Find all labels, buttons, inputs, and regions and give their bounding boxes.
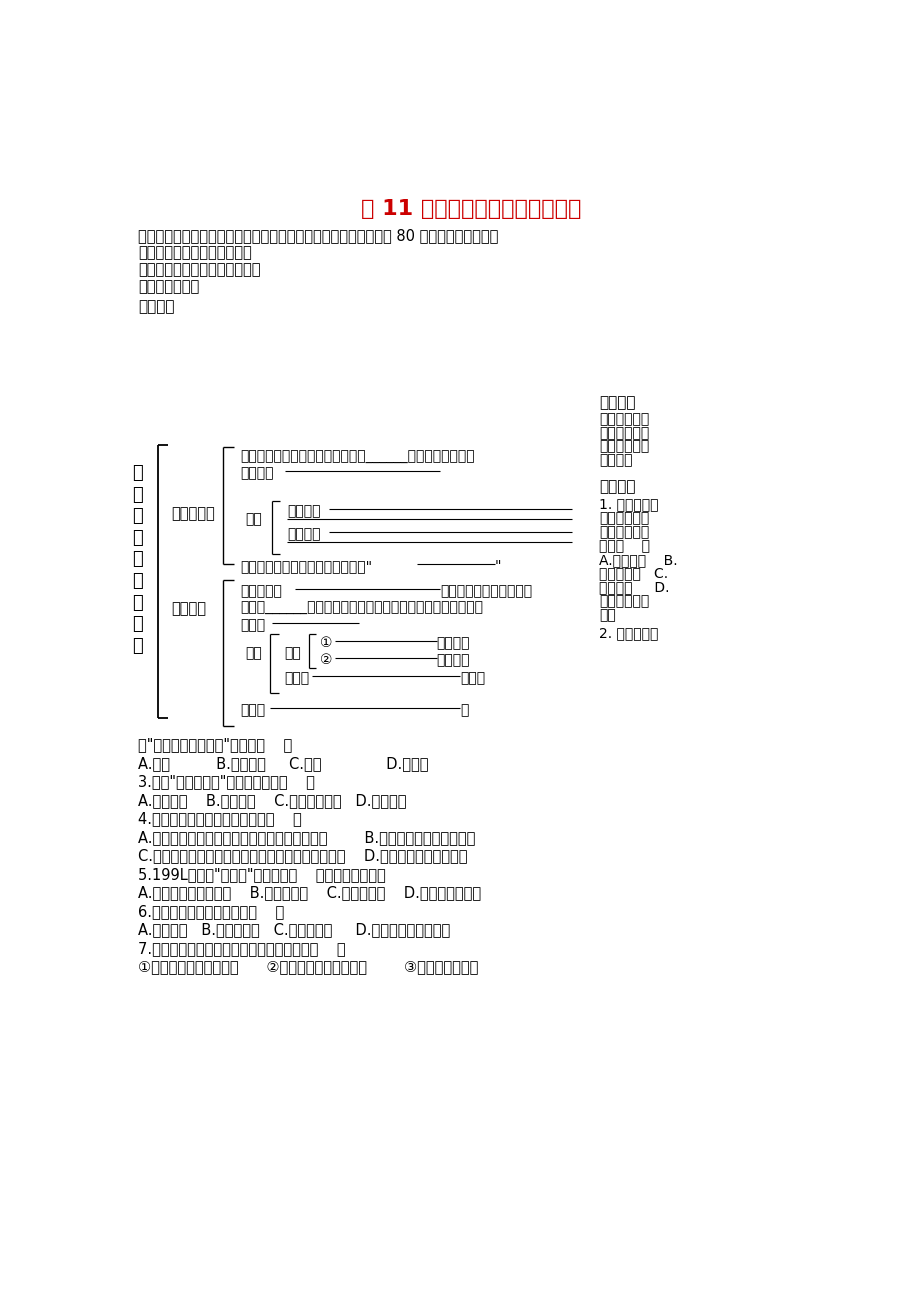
Text: ②: ② bbox=[320, 652, 333, 667]
Text: 。: 。 bbox=[460, 703, 468, 717]
Text: 1. 在东欧社会: 1. 在东欧社会 bbox=[598, 497, 658, 512]
Text: 家: 家 bbox=[132, 615, 142, 633]
Text: 2. 曾一度被誉: 2. 曾一度被誉 bbox=[598, 626, 658, 641]
Text: A.中国改革    B.: A.中国改革 B. bbox=[598, 553, 677, 566]
Text: 分裂: 分裂 bbox=[284, 646, 301, 660]
Text: 东欧剧变是东: 东欧剧变是东 bbox=[598, 411, 649, 426]
Text: 取得显著成就: 取得显著成就 bbox=[598, 525, 649, 539]
Text: 4.发生东欧剧变的最主要原因是（    ）: 4.发生东欧剧变的最主要原因是（ ） bbox=[138, 811, 301, 827]
Text: 措施: 措施 bbox=[245, 512, 262, 526]
Text: C.各东欧国经济每况愈下，人民生活水平大幅度下降    D.人们要求克服个人崇拜: C.各东欧国经济每况愈下，人民生活水平大幅度下降 D.人们要求克服个人崇拜 bbox=[138, 849, 467, 863]
Text: ①: ① bbox=[320, 635, 333, 650]
Text: A.更改国名   B.改变领导人   C.改变执政党     D.社会制度的根本改变: A.更改国名 B.改变领导人 C.改变执政党 D.社会制度的根本改变 bbox=[138, 922, 450, 937]
Text: 7.苏联解体和东欧剧变给我们的深刻教训有（    ）: 7.苏联解体和东欧剧变给我们的深刻教训有（ ） bbox=[138, 941, 346, 956]
Text: 国: 国 bbox=[132, 594, 142, 612]
Text: 统一。: 统一。 bbox=[460, 672, 484, 685]
Text: ①没有以经济建设为中心      ②没有坚持共产党的领导        ③没有与苏联结盟: ①没有以经济建设为中心 ②没有坚持共产党的领导 ③没有与苏联结盟 bbox=[138, 960, 478, 974]
Text: 二、学习重点：匈牙利的改革: 二、学习重点：匈牙利的改革 bbox=[138, 245, 252, 260]
Text: 东: 东 bbox=[132, 465, 142, 482]
Text: 三、学习难点：东欧剧变的原因: 三、学习难点：东欧剧变的原因 bbox=[138, 262, 260, 277]
Text: 理解巩固: 理解巩固 bbox=[598, 479, 635, 495]
Text: 必然吗？请说: 必然吗？请说 bbox=[598, 440, 649, 453]
Text: 概况: 概况 bbox=[245, 646, 262, 660]
Text: 经济上：: 经济上： bbox=[287, 527, 320, 542]
Text: 政治上：: 政治上： bbox=[287, 504, 320, 518]
Text: 一分为五: 一分为五 bbox=[437, 635, 470, 650]
Text: 探究释疑: 探究释疑 bbox=[598, 395, 635, 410]
Text: 5.199L年随着"柏林墙"的倒塌，（    ）两国实现了统一: 5.199L年随着"柏林墙"的倒塌，（ ）两国实现了统一 bbox=[138, 867, 386, 881]
Text: 结果：卓有成效，使匈牙利被誉为": 结果：卓有成效，使匈牙利被誉为" bbox=[240, 559, 372, 573]
Text: 的: 的 bbox=[132, 637, 142, 655]
Text: 领导人：: 领导人： bbox=[240, 466, 274, 480]
Text: 一分为二: 一分为二 bbox=[437, 652, 470, 667]
Text: 的是（    ）: 的是（ ） bbox=[598, 539, 650, 553]
Text: 统一：: 统一： bbox=[284, 672, 309, 685]
Text: 四、学习过程：: 四、学习过程： bbox=[138, 279, 199, 294]
Text: 欧历史发展的: 欧历史发展的 bbox=[598, 426, 649, 440]
Text: 背景：东欧社会主义国家大多按照______模式进行经济建设: 背景：东欧社会主义国家大多按照______模式进行经济建设 bbox=[240, 450, 474, 465]
Text: 主义改革中，: 主义改革中， bbox=[598, 512, 649, 525]
Text: 体制严重阻碍经济发展。: 体制严重阻碍经济发展。 bbox=[440, 585, 532, 599]
Text: 第 11 课东欧社会主义国家的改革: 第 11 课东欧社会主义国家的改革 bbox=[361, 199, 581, 219]
Text: 义: 义 bbox=[132, 572, 142, 590]
Text: 自主学习: 自主学习 bbox=[138, 298, 175, 314]
Text: 6.苏联和东欧剧变的实质是（    ）: 6.苏联和东欧剧变的实质是（ ） bbox=[138, 904, 284, 919]
Text: A.高度集中的经济政治管理体制阻碍的经济发展        B.东欧各国共产党软弱无能: A.高度集中的经济政治管理体制阻碍的经济发展 B.东欧各国共产党软弱无能 bbox=[138, 829, 475, 845]
Text: 东欧剧变: 东欧剧变 bbox=[171, 602, 206, 616]
Text: 实质：: 实质： bbox=[240, 703, 266, 717]
Text: 时间：: 时间： bbox=[240, 618, 266, 633]
Text: A.民主德国和联邦德国    B.中国和台湾    C.朝鲜和韩国    D.捷克和斯洛伐克: A.民主德国和联邦德国 B.中国和台湾 C.朝鲜和韩国 D.捷克和斯洛伐克 bbox=[138, 885, 481, 901]
Text: 匈牙利改革: 匈牙利改革 bbox=[171, 506, 214, 522]
Text: 改革: 改革 bbox=[598, 608, 616, 622]
Text: ": " bbox=[494, 559, 501, 573]
Text: 欧: 欧 bbox=[132, 486, 142, 504]
Text: 苏联改革     D.: 苏联改革 D. bbox=[598, 581, 669, 595]
Text: 捷克斯洛伐克: 捷克斯洛伐克 bbox=[598, 595, 649, 608]
Text: 为"东欧消费者的天堂"指的是（    ）: 为"东欧消费者的天堂"指的是（ ） bbox=[138, 738, 292, 753]
Text: 一、学习目标：掌握二战后东欧社会主义国家的发展与改革，以及 80 年代末的东欧剧变。: 一、学习目标：掌握二战后东欧社会主义国家的发展与改革，以及 80 年代末的东欧剧… bbox=[138, 228, 498, 243]
Text: 匈牙利改革   C.: 匈牙利改革 C. bbox=[598, 566, 668, 581]
Text: 表现：______负担沉重，通货膨胀，人民生活水平大幅度下降: 表现：______负担沉重，通货膨胀，人民生活水平大幅度下降 bbox=[240, 602, 483, 616]
Text: 社: 社 bbox=[132, 508, 142, 526]
Text: 主: 主 bbox=[132, 551, 142, 569]
Text: 明理由。: 明理由。 bbox=[598, 453, 632, 467]
Text: A.苏联          B.南斯拉夫     C.波兰              D.匈牙利: A.苏联 B.南斯拉夫 C.波兰 D.匈牙利 bbox=[138, 756, 428, 771]
Text: 会: 会 bbox=[132, 529, 142, 547]
Text: A.罗马尼亚    B.保加利亚    C.捷克斯洛伐克   D.民主德国: A.罗马尼亚 B.保加利亚 C.捷克斯洛伐克 D.民主德国 bbox=[138, 793, 406, 809]
Text: 根本原因：: 根本原因： bbox=[240, 585, 282, 599]
Text: 3.发生"布拉格之春"事件的国家是（    ）: 3.发生"布拉格之春"事件的国家是（ ） bbox=[138, 775, 315, 789]
